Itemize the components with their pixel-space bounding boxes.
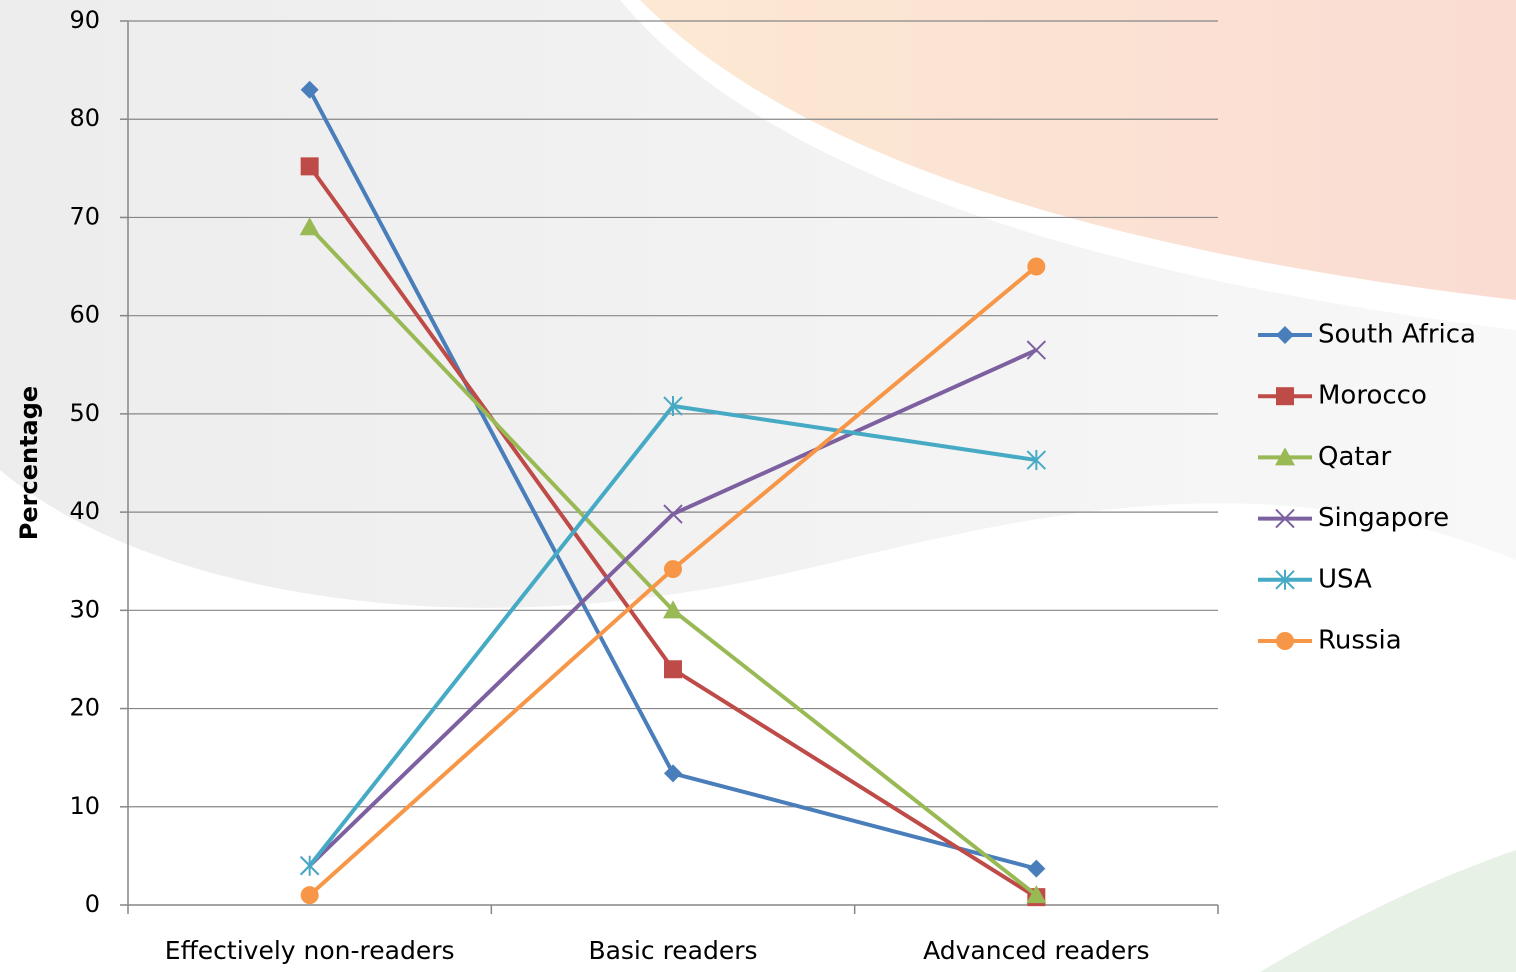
marker — [1276, 387, 1294, 406]
legend-label: South Africa — [1318, 320, 1476, 350]
legend-label: Singapore — [1318, 503, 1449, 533]
y-tick-label: 30 — [69, 595, 100, 623]
y-tick-label: 10 — [69, 792, 100, 820]
marker — [1027, 859, 1046, 878]
marker — [300, 157, 319, 176]
y-axis-title: Percentage — [15, 386, 43, 540]
marker — [1275, 447, 1295, 466]
y-tick-label: 90 — [69, 6, 100, 34]
x-tick-label: Effectively non-readers — [165, 936, 455, 965]
marker — [300, 886, 319, 905]
y-tick-label: 40 — [69, 497, 100, 525]
marker — [663, 396, 683, 417]
marker — [299, 217, 320, 236]
series — [299, 217, 1047, 904]
y-tick-label: 50 — [69, 399, 100, 427]
marker — [1275, 508, 1295, 529]
legend-label: USA — [1318, 564, 1372, 594]
marker — [299, 855, 320, 876]
legend-label: Qatar — [1318, 442, 1392, 472]
marker — [1276, 632, 1294, 650]
marker — [300, 80, 319, 99]
y-tick-label: 0 — [85, 890, 100, 918]
y-tick-label: 80 — [69, 104, 100, 132]
marker — [664, 560, 682, 579]
series — [300, 257, 1046, 905]
marker — [1026, 450, 1047, 471]
marker — [663, 600, 683, 619]
series — [300, 80, 1046, 878]
legend-label: Morocco — [1318, 381, 1427, 411]
x-tick-label: Basic readers — [588, 936, 757, 965]
x-tick-label: Advanced readers — [923, 936, 1149, 965]
marker — [1275, 569, 1295, 590]
marker — [1026, 340, 1047, 360]
marker — [663, 504, 683, 524]
marker — [664, 764, 682, 783]
marker — [1026, 885, 1047, 904]
y-tick-label: 20 — [69, 694, 100, 722]
series — [299, 396, 1047, 876]
marker — [1027, 257, 1046, 276]
marker — [1276, 326, 1294, 344]
legend-label: Russia — [1318, 626, 1402, 656]
y-tick-label: 70 — [69, 202, 100, 230]
y-tick-label: 60 — [69, 301, 100, 329]
marker — [664, 660, 682, 679]
